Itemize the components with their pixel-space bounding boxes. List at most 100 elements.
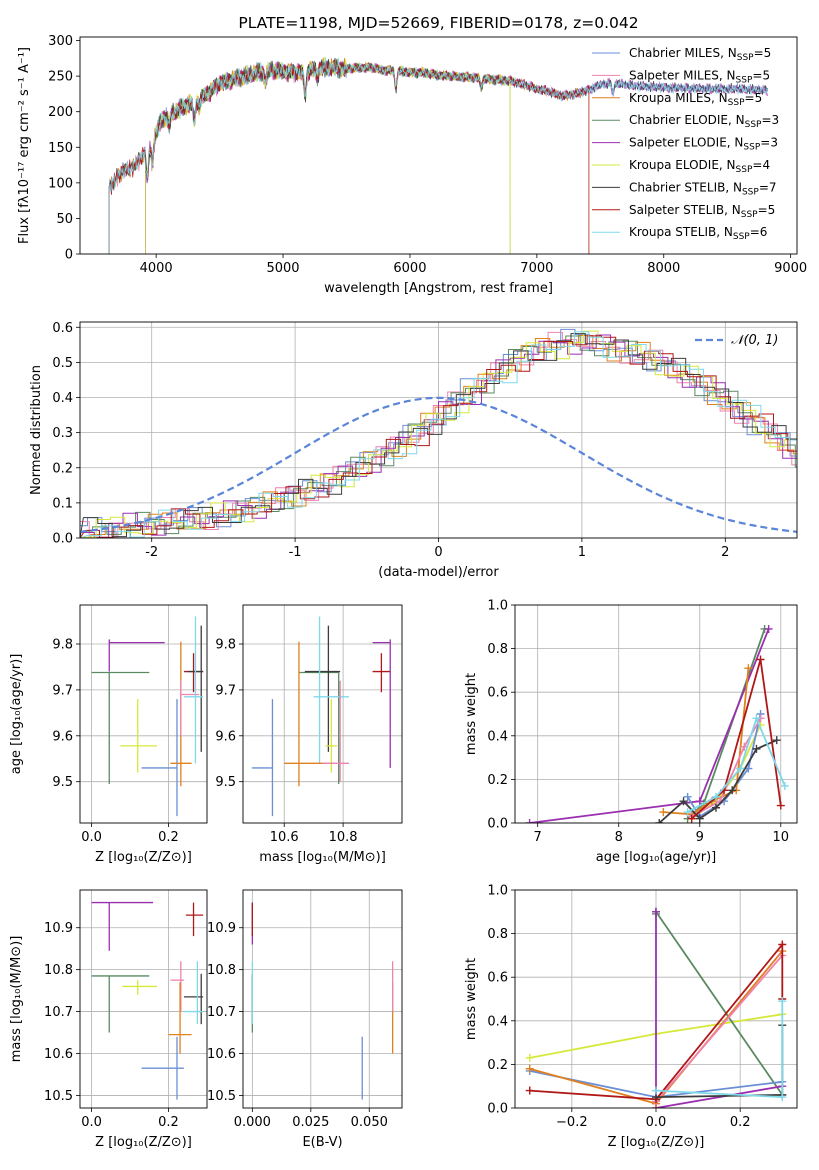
axes-spectrum: 4000 5000 6000 7000 8000 9000 0 50 100 150 200 250 3… [17, 34, 807, 296]
x-axis-label: age [log₁₀(age/yr)] [596, 850, 717, 865]
weight-point [683, 808, 692, 817]
legend-label: Chabrier MILES, NSSP=5 [629, 46, 771, 63]
x-tick-label: -1 [289, 545, 302, 560]
x-tick-label: 4000 [140, 261, 173, 276]
weight-line-kroupa-stelib [655, 1001, 784, 1099]
y-tick-label: 0.6 [487, 686, 508, 701]
y-tick-label: 0.4 [487, 729, 508, 744]
x-tick-label: 0.050 [351, 1115, 388, 1130]
spectrum-line-salpeter-stelib [108, 59, 590, 254]
y-tick-label: 10.8 [44, 963, 73, 978]
weight-line-chabrier-stelib [655, 1025, 784, 1098]
y-tick-label: 9.5 [215, 775, 236, 790]
legend-label: Salpeter STELIB, NSSP=5 [629, 203, 775, 220]
axes-weight_vs_Z: −0.2 0.0 0.2 0.0 0.2 0.4 0.6 0.8 1.0 Z [log₁₀(Z/Z… [464, 884, 798, 1150]
legend-label-main: Salpeter MILES, N [629, 68, 736, 82]
x-tick-label: 0.2 [158, 830, 179, 845]
legend-label-tail: =7 [759, 180, 777, 194]
y-axis-label: mass weight [464, 958, 479, 1040]
y-tick-label: 0.1 [52, 496, 73, 511]
weight-point [778, 997, 787, 1006]
axes-mass_vs_ebv: 0.000 0.025 0.050 10.5 10.6 10.7 10.8 10.9 E(B-V… [207, 889, 403, 1150]
y-tick-label: 9.6 [52, 729, 73, 744]
y-tick-label: 0.8 [487, 642, 508, 657]
x-tick-label: 8000 [647, 261, 680, 276]
x-axis-label: Z [log₁₀(Z/Z⊙)] [95, 1135, 192, 1150]
legend-label: Salpeter ELODIE, NSSP=3 [629, 136, 778, 153]
y-tick-label: 10.5 [207, 1089, 236, 1104]
x-axis-label: E(B-V) [302, 1135, 342, 1150]
weight-point [655, 819, 664, 823]
legend-label-sub: SSP [736, 75, 753, 85]
y-tick-label: 10.9 [207, 921, 236, 936]
weight-point [695, 797, 704, 806]
legend-label-main: Kroupa MILES, N [629, 91, 728, 105]
weight-point [752, 744, 761, 753]
y-tick-label: 0.3 [52, 426, 73, 441]
y-tick-label: 0.8 [487, 927, 508, 942]
y-tick-label: 0.6 [52, 321, 73, 336]
legend-label-tail: =5 [758, 203, 776, 217]
plot-area [515, 605, 797, 823]
x-tick-label: 0.0 [81, 1115, 102, 1130]
weight-line-salpeter-elodie [655, 911, 783, 1108]
y-axis-label: Flux [fλ10⁻¹⁷ erg cm⁻² s⁻¹ A⁻¹] [17, 47, 32, 244]
x-tick-label: 9 [696, 830, 704, 845]
legend-label-main: Kroupa STELIB, N [629, 225, 733, 239]
legend-label-tail: =5 [752, 68, 770, 82]
normal-curve [80, 396, 797, 533]
spectrum-line-chabrier-elodie [145, 57, 511, 254]
x-tick-label: 10.6 [270, 830, 299, 845]
legend: 𝒩(0, 1) [695, 333, 778, 348]
legend-label: Kroupa STELIB, NSSP=6 [629, 225, 767, 242]
weight-point [679, 797, 688, 806]
y-tick-label: 10.9 [44, 921, 73, 936]
axes-age_vs_Z: 0.0 0.2 9.5 9.6 9.7 9.8 Z [log₁₀(Z/Z⊙)] age [lo… [9, 604, 208, 865]
axes-frame [79, 321, 798, 539]
legend-label-tail: =3 [760, 136, 778, 150]
weight-point [687, 814, 696, 823]
y-tick-label: 0.4 [52, 391, 73, 406]
x-axis-label: Z [log₁₀(Z/Z⊙)] [608, 1135, 705, 1150]
legend-label-tail: =4 [752, 158, 770, 172]
weight-line-salpeter-miles [655, 954, 783, 1103]
x-axis-label: Z [log₁₀(Z/Z⊙)] [95, 850, 192, 865]
legend-label-tail: =3 [761, 113, 779, 127]
x-tick-label: 0.2 [158, 1115, 179, 1130]
axes-frame [79, 36, 798, 255]
spectrum-line-kroupa-elodie [145, 56, 511, 254]
x-axis-label: (data-model)/error [378, 565, 499, 580]
axes-mass_vs_Z: 0.0 0.2 10.5 10.6 10.7 10.8 10.9 Z [log₁₀(Z/Z⊙)… [9, 889, 208, 1150]
x-tick-label: 0.0 [81, 830, 102, 845]
weight-point [525, 1053, 534, 1062]
y-tick-label: 0.0 [52, 532, 73, 547]
axes-frame [79, 889, 208, 1109]
legend-label-sub: SSP [736, 165, 753, 175]
y-tick-label: 0 [65, 248, 73, 263]
weight-line-salpeter-stelib [529, 941, 784, 1101]
plot-area [243, 605, 402, 823]
legend-label-sub: SSP [741, 210, 758, 220]
histogram-salpeter-miles [80, 331, 797, 538]
x-tick-label: 0.025 [292, 1115, 329, 1130]
y-tick-label: 250 [48, 70, 73, 85]
weight-point [776, 801, 785, 810]
y-tick-label: 0.2 [487, 773, 508, 788]
axes-frame [514, 604, 798, 824]
plot-area [80, 605, 207, 823]
legend-label-main: Chabrier ELODIE, N [629, 113, 745, 127]
axes-frame [79, 604, 208, 824]
y-tick-label: 10.6 [44, 1047, 73, 1062]
weight-point [736, 764, 745, 773]
weight-point [525, 1086, 534, 1095]
axes-weight_vs_age: 7 8 9 10 0.0 0.2 0.4 0.6 0.8 1.0 age [log₁₀(age/yr… [464, 599, 798, 865]
legend-label-main: Salpeter ELODIE, N [629, 136, 743, 150]
y-tick-label: 1.0 [487, 884, 508, 899]
plot-area [515, 890, 797, 1108]
weight-point [525, 819, 534, 823]
legend-label-tail: =5 [754, 46, 772, 60]
x-tick-label: 5000 [266, 261, 299, 276]
histogram-chabrier-miles [80, 328, 797, 538]
legend-label-main: Chabrier MILES, N [629, 46, 737, 60]
